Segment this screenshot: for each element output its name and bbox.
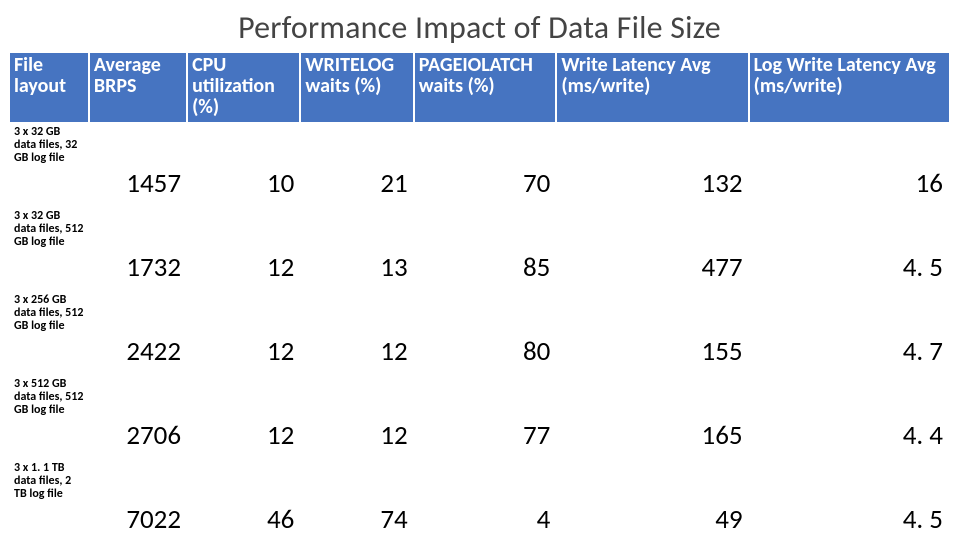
cell-value: 4. 5 <box>749 206 949 290</box>
cell-value: 85 <box>414 206 557 290</box>
cell-value: 12 <box>300 290 413 374</box>
cell-value: 16 <box>749 122 949 206</box>
cell-value: 12 <box>187 206 300 290</box>
cell-value: 4. 5 <box>749 458 949 540</box>
cell-value: 132 <box>556 122 748 206</box>
row-label: 3 x 512 GB data files, 512 GB log file <box>10 374 89 458</box>
page-title: Performance Impact of Data File Size <box>10 8 949 47</box>
row-label: 3 x 256 GB data files, 512 GB log file <box>10 290 89 374</box>
cell-value: 46 <box>187 458 300 540</box>
cell-value: 2422 <box>89 290 187 374</box>
col-pageiolatch-waits: PAGEIOLATCH waits (%) <box>414 53 557 122</box>
slide: Performance Impact of Data File Size Fil… <box>0 0 959 540</box>
cell-value: 13 <box>300 206 413 290</box>
table-row: 3 x 1. 1 TB data files, 2 TB log file 70… <box>10 458 949 540</box>
performance-table: File layout Average BRPS CPU utilization… <box>10 53 949 540</box>
cell-value: 165 <box>556 374 748 458</box>
cell-value: 77 <box>414 374 557 458</box>
table-row: 3 x 32 GB data files, 512 GB log file 17… <box>10 206 949 290</box>
cell-value: 7022 <box>89 458 187 540</box>
col-file-layout: File layout <box>10 53 89 122</box>
cell-value: 70 <box>414 122 557 206</box>
col-write-latency: Write Latency Avg (ms/write) <box>556 53 748 122</box>
cell-value: 4 <box>414 458 557 540</box>
row-label: 3 x 32 GB data files, 32 GB log file <box>10 122 89 206</box>
col-cpu-util: CPU utilization (%) <box>187 53 300 122</box>
col-log-write-latency: Log Write Latency Avg (ms/write) <box>749 53 949 122</box>
cell-value: 74 <box>300 458 413 540</box>
cell-value: 12 <box>300 374 413 458</box>
table-row: 3 x 512 GB data files, 512 GB log file 2… <box>10 374 949 458</box>
cell-value: 155 <box>556 290 748 374</box>
cell-value: 2706 <box>89 374 187 458</box>
cell-value: 1457 <box>89 122 187 206</box>
table-row: 3 x 256 GB data files, 512 GB log file 2… <box>10 290 949 374</box>
cell-value: 12 <box>187 290 300 374</box>
table-row: 3 x 32 GB data files, 32 GB log file 145… <box>10 122 949 206</box>
cell-value: 21 <box>300 122 413 206</box>
col-writelog-waits: WRITELOG waits (%) <box>300 53 413 122</box>
row-label: 3 x 32 GB data files, 512 GB log file <box>10 206 89 290</box>
cell-value: 4. 7 <box>749 290 949 374</box>
cell-value: 49 <box>556 458 748 540</box>
table-header: File layout Average BRPS CPU utilization… <box>10 53 949 122</box>
col-avg-brps: Average BRPS <box>89 53 187 122</box>
cell-value: 10 <box>187 122 300 206</box>
cell-value: 477 <box>556 206 748 290</box>
cell-value: 12 <box>187 374 300 458</box>
cell-value: 1732 <box>89 206 187 290</box>
table-body: 3 x 32 GB data files, 32 GB log file 145… <box>10 122 949 540</box>
cell-value: 4. 4 <box>749 374 949 458</box>
row-label: 3 x 1. 1 TB data files, 2 TB log file <box>10 458 89 540</box>
cell-value: 80 <box>414 290 557 374</box>
